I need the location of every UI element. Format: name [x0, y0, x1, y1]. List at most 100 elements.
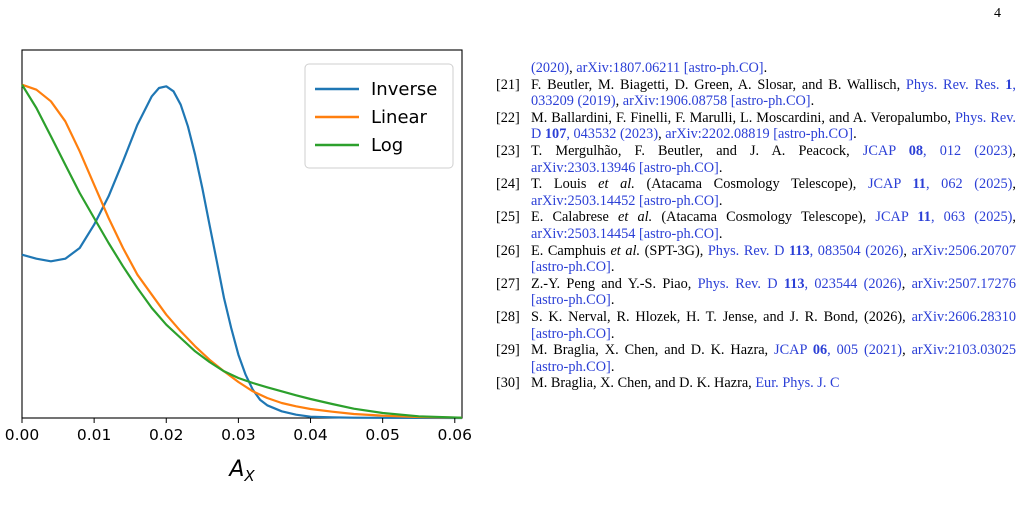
reference-link[interactable]: JCAP	[875, 209, 918, 226]
reference-link[interactable]: 11	[917, 209, 931, 226]
reference-link[interactable]: 08	[908, 142, 924, 159]
reference-text: .	[763, 60, 768, 76]
reference-link[interactable]: 06	[812, 342, 828, 359]
reference-text: .	[610, 325, 615, 342]
reference-entry: (2020), arXiv:1807.06211 [astro-ph.CO].	[496, 60, 1016, 77]
reference-entry: [25] E. Calabrese et al. (Atacama Cosmolo…	[496, 209, 1016, 242]
reference-link[interactable]: JCAP	[867, 176, 913, 193]
plot-frame	[21, 49, 463, 419]
reference-number: [24]	[496, 176, 520, 193]
reference-link[interactable]: arXiv:2103.03025 [astro-ph.CO]	[531, 342, 1017, 375]
reference-entry: [30] M. Braglia, X. Chen, and D. K. Hazra…	[496, 375, 1016, 392]
reference-number: [29]	[496, 342, 520, 359]
reference-text: et al.	[598, 176, 635, 193]
reference-link[interactable]: , 005 (2021)	[827, 342, 903, 359]
reference-link[interactable]: , 062 (2025)	[925, 176, 1013, 193]
x-tick-label: 0.06	[438, 426, 473, 444]
reference-link[interactable]: arXiv:2503.14452 [astro-ph.CO]	[531, 192, 719, 209]
reference-text: T. Louis	[531, 176, 599, 193]
legend-label-log: Log	[371, 135, 403, 156]
reference-text: ,	[1012, 176, 1016, 193]
reference-link[interactable]: arXiv:1906.08758 [astro-ph.CO]	[622, 93, 811, 110]
reference-link[interactable]: arXiv:2507.17276 [astro-ph.CO]	[531, 275, 1016, 309]
reference-link[interactable]: arXiv:2506.20707 [astro-ph.CO]	[531, 242, 1016, 276]
reference-link[interactable]: , 043532 (2023)	[566, 126, 659, 143]
reference-text: M. Braglia, X. Chen, and D. K. Hazra,	[531, 342, 775, 359]
x-axis: 0.00 0.01 0.02 0.03 0.04 0.05 0.06 AX	[5, 418, 472, 485]
reference-text: .	[610, 259, 615, 276]
reference-number: [21]	[496, 76, 520, 93]
reference-entry: [21] F. Beutler, M. Biagetti, D. Green, A…	[496, 77, 1016, 110]
reference-text: ,	[569, 60, 577, 76]
reference-text: Z.-Y. Peng and Y.-S. Piao,	[531, 275, 698, 292]
x-tick-label: 0.02	[149, 426, 184, 444]
reference-link[interactable]: 113	[783, 275, 805, 292]
series-line-linear	[21, 83, 463, 419]
reference-text: ,	[1012, 142, 1016, 159]
reference-text: ,	[615, 93, 623, 110]
x-tick-label: 0.01	[77, 426, 112, 444]
reference-text: ,	[903, 242, 912, 259]
reference-text: .	[853, 126, 857, 143]
reference-link[interactable]: 1	[1005, 76, 1013, 93]
reference-text: .	[810, 93, 815, 110]
reference-link[interactable]: Phys. Rev. Res.	[905, 76, 1006, 93]
reference-link[interactable]: arXiv:2202.08819 [astro-ph.CO]	[665, 126, 854, 143]
reference-text: .	[718, 159, 723, 176]
density-plot: 0.00 0.01 0.02 0.03 0.04 0.05 0.06 AX Inverse Li…	[5, 49, 472, 485]
reference-text: .	[610, 292, 615, 309]
reference-link[interactable]: JCAP	[774, 342, 813, 359]
reference-text: E. Camphuis	[531, 242, 611, 259]
reference-text: et al.	[618, 209, 653, 226]
reference-entry: [23] T. Mergulhão, F. Beutler, and J. A. …	[496, 143, 1016, 176]
x-tick-label: 0.03	[221, 426, 256, 444]
reference-number: [27]	[496, 275, 520, 292]
reference-link[interactable]: , 012 (2023)	[923, 142, 1013, 159]
plot-area	[21, 49, 463, 420]
x-axis-label: AX	[227, 457, 255, 485]
reference-number: [26]	[496, 242, 520, 259]
reference-link[interactable]: , 083504 (2026)	[809, 242, 904, 259]
reference-number: [22]	[496, 109, 520, 126]
legend-label-inverse: Inverse	[371, 79, 437, 100]
reference-text: ,	[902, 342, 912, 359]
reference-link[interactable]: 107	[544, 126, 567, 143]
reference-link[interactable]: arXiv:2606.28310 [astro-ph.CO]	[531, 308, 1016, 342]
reference-number: [23]	[496, 142, 520, 159]
reference-link[interactable]: JCAP	[862, 142, 909, 159]
reference-text: .	[718, 225, 723, 242]
reference-entry: [26] E. Camphuis et al. (SPT-3G), Phys. R…	[496, 243, 1016, 276]
reference-entry: [29] M. Braglia, X. Chen, and D. K. Hazra…	[496, 342, 1016, 375]
reference-text: (Atacama Cosmology Telescope),	[652, 209, 876, 226]
reference-number: [25]	[496, 209, 520, 226]
reference-entry: [22] M. Ballardini, F. Finelli, F. Marull…	[496, 110, 1016, 143]
reference-link[interactable]: arXiv:2303.13946 [astro-ph.CO]	[531, 159, 719, 176]
reference-link[interactable]: Eur. Phys. J. C	[755, 375, 840, 392]
x-tick-label: 0.04	[293, 426, 328, 444]
reference-link[interactable]: Phys. Rev. D	[697, 275, 784, 292]
reference-link[interactable]: 113	[788, 242, 810, 259]
reference-link[interactable]: Phys. Rev. D	[531, 109, 1017, 143]
reference-text: .	[610, 358, 615, 375]
series-line-inverse	[21, 85, 463, 420]
reference-link[interactable]: arXiv:2503.14454 [astro-ph.CO]	[531, 225, 719, 242]
reference-link[interactable]: Phys. Rev. D	[707, 242, 789, 259]
legend-label-linear: Linear	[371, 107, 428, 128]
page-number: 4	[994, 6, 1001, 21]
x-tick-label: 0.05	[365, 426, 400, 444]
reference-link[interactable]: arXiv:1807.06211 [astro-ph.CO]	[576, 60, 764, 76]
reference-text: M. Braglia, X. Chen, and D. K. Hazra,	[531, 375, 756, 392]
reference-text: M. Ballardini, F. Finelli, F. Marulli, L…	[531, 109, 955, 126]
reference-link[interactable]: (2020)	[531, 60, 570, 76]
reference-link[interactable]: , 033209 (2019)	[531, 76, 1016, 110]
reference-entry: [27] Z.-Y. Peng and Y.-S. Piao, Phys. Rev…	[496, 276, 1016, 309]
reference-number: [30]	[496, 375, 520, 392]
reference-list: (2020), arXiv:1807.06211 [astro-ph.CO].[…	[496, 60, 1016, 392]
reference-text: (Atacama Cosmology Telescope),	[634, 176, 868, 193]
reference-link[interactable]: , 023544 (2026)	[804, 275, 902, 292]
x-tick-label: 0.00	[5, 426, 40, 444]
reference-number: [28]	[496, 308, 520, 325]
reference-link[interactable]: 11	[912, 176, 926, 193]
reference-entry: [24] T. Louis et al. (Atacama Cosmology T…	[496, 176, 1016, 209]
reference-link[interactable]: , 063 (2025)	[930, 209, 1013, 226]
